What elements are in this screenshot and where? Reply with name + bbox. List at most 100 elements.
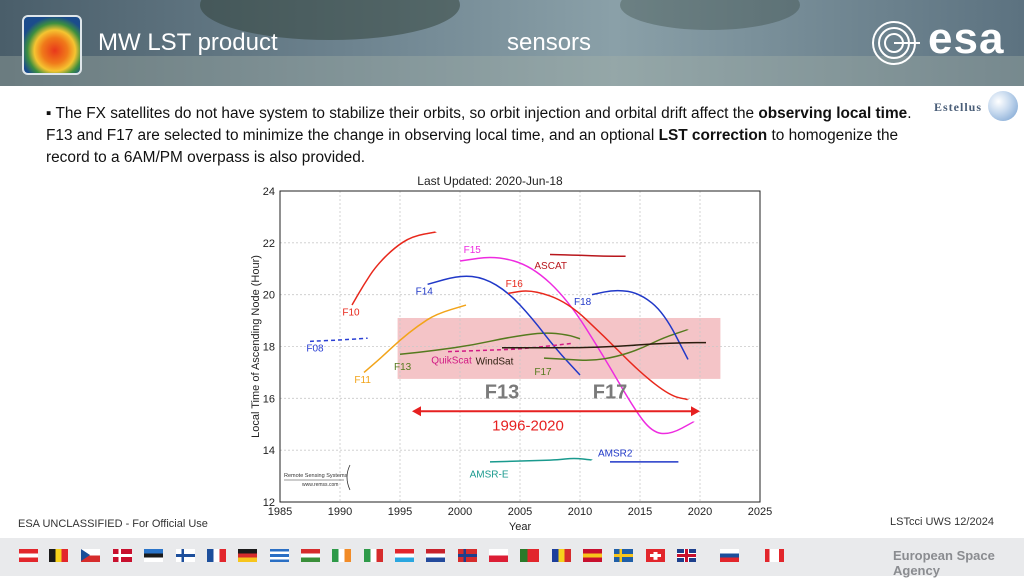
flag-germany-icon bbox=[238, 549, 257, 562]
y-tick-label: 24 bbox=[263, 186, 275, 198]
series-label-f10: F10 bbox=[342, 307, 360, 318]
flag-switzerland-icon bbox=[646, 549, 665, 562]
x-tick-label: 2025 bbox=[748, 506, 772, 518]
flag-finland-icon bbox=[176, 549, 195, 562]
series-line-quikscat bbox=[447, 342, 572, 353]
x-tick-label: 2020 bbox=[688, 506, 712, 518]
paragraph-text-1: The FX satellites do not have system to … bbox=[55, 105, 759, 122]
series-label-f14: F14 bbox=[416, 287, 434, 298]
slide-subtitle: sensors bbox=[507, 29, 592, 56]
flag-luxembourg-icon bbox=[395, 549, 414, 562]
series-line-f10 bbox=[351, 231, 437, 306]
estellus-globe-icon bbox=[988, 91, 1018, 121]
y-tick-label: 14 bbox=[263, 445, 275, 457]
flag-denmark-icon bbox=[113, 549, 132, 562]
flag-greece-icon bbox=[270, 549, 289, 562]
background-ground bbox=[0, 56, 1024, 86]
flag-united-kingdom-icon bbox=[677, 549, 696, 562]
lst-map-thumbnail bbox=[22, 15, 82, 75]
flag-czechia-icon bbox=[81, 549, 100, 562]
esa-logo bbox=[872, 21, 920, 65]
event-label: LSTcci UWS 12/2024 bbox=[890, 516, 994, 528]
series-label-quikscat: QuikScat bbox=[431, 355, 472, 366]
series-label-f13: F13 bbox=[394, 362, 412, 373]
big-label-f13: F13 bbox=[485, 381, 519, 403]
flag-ireland-icon bbox=[332, 549, 351, 562]
x-tick-label: 1990 bbox=[328, 506, 352, 518]
background-shrub bbox=[620, 0, 800, 30]
series-line-f17 bbox=[543, 328, 689, 362]
period-arrow-right-head bbox=[691, 406, 700, 417]
member-flags-bar bbox=[0, 538, 1024, 576]
flag-italy-icon bbox=[364, 549, 383, 562]
period-arrow-label: 1996-2020 bbox=[492, 417, 564, 434]
y-tick-label: 20 bbox=[263, 290, 275, 302]
flag-poland-icon bbox=[489, 549, 508, 562]
series-line-f18 bbox=[591, 289, 689, 360]
series-line-f13 bbox=[399, 332, 581, 356]
series-line-windsat bbox=[502, 341, 706, 349]
series-label-f08: F08 bbox=[306, 344, 324, 355]
x-tick-label: 2000 bbox=[448, 506, 472, 518]
paragraph-text-2: . F13 and F17 are selected to minimize t… bbox=[46, 105, 912, 144]
series-line-f16 bbox=[507, 290, 689, 401]
series-label-f18: F18 bbox=[574, 297, 592, 308]
series-label-windsat: WindSat bbox=[476, 357, 514, 368]
paragraph-text-3: to homogenize the record to a 6AM/PM ove… bbox=[46, 127, 899, 166]
flag-belgium-icon bbox=[49, 549, 68, 562]
x-axis-label: Year bbox=[509, 521, 532, 533]
chart-title: Last Updated: 2020-Jun-18 bbox=[417, 174, 563, 188]
bullet-marker: ▪ bbox=[46, 105, 52, 122]
bullet-paragraph: ▪ The FX satellites do not have system t… bbox=[46, 103, 926, 169]
flag-france-icon bbox=[207, 549, 226, 562]
plot-frame bbox=[279, 190, 761, 503]
flag-slovenia-icon bbox=[720, 549, 739, 562]
flag-netherlands-icon bbox=[426, 549, 445, 562]
series-label-ascat: ASCAT bbox=[534, 261, 567, 272]
series-line-ascat bbox=[549, 253, 626, 258]
flag-norway-icon bbox=[458, 549, 477, 562]
y-tick-label: 16 bbox=[263, 393, 275, 405]
series-label-f17: F17 bbox=[534, 367, 552, 378]
y-tick-label: 18 bbox=[263, 342, 275, 354]
flag-sweden-icon bbox=[614, 549, 633, 562]
series-label-amsr2: AMSR2 bbox=[598, 449, 633, 460]
series-label-f11: F11 bbox=[354, 375, 371, 386]
y-tick-label: 12 bbox=[263, 497, 275, 509]
slide-title: MW LST product bbox=[98, 29, 278, 56]
flag-canada-icon bbox=[765, 549, 784, 562]
period-arrow-left-head bbox=[412, 406, 421, 417]
x-tick-label: 2005 bbox=[508, 506, 532, 518]
header-banner bbox=[0, 0, 1024, 86]
series-label-f15: F15 bbox=[464, 245, 482, 256]
flag-portugal-icon bbox=[520, 549, 539, 562]
series-label-amsr-e: AMSR-E bbox=[470, 469, 509, 480]
series-label-f16: F16 bbox=[506, 279, 524, 290]
paragraph-bold-observing: observing local time bbox=[758, 105, 908, 122]
ascending-node-chart: 1985 1990 1995 2000 2005 2010 2015 2020 2025 12 14… bbox=[244, 170, 780, 536]
paragraph-bold-lst-correction: LST correction bbox=[658, 127, 768, 144]
series-line-amsr-e bbox=[489, 457, 593, 463]
x-tick-label: 1995 bbox=[388, 506, 412, 518]
big-label-f17: F17 bbox=[593, 381, 627, 403]
credit-line-1: Remote Sensing Systems bbox=[284, 473, 348, 479]
flag-triangle bbox=[81, 549, 90, 561]
esa-wordmark: esa bbox=[928, 14, 1005, 63]
estellus-wordmark: Estellus bbox=[934, 100, 983, 114]
flag-austria-icon bbox=[19, 549, 38, 562]
y-axis-label: Local Time of Ascending Node (Hour) bbox=[250, 255, 262, 438]
x-tick-label: 2010 bbox=[568, 506, 592, 518]
series-line-f15 bbox=[459, 256, 695, 435]
y-tick-label: 22 bbox=[263, 238, 275, 250]
flag-hungary-icon bbox=[301, 549, 320, 562]
x-tick-label: 1985 bbox=[268, 506, 292, 518]
flag-spain-icon bbox=[583, 549, 602, 562]
series-line-f08 bbox=[309, 337, 368, 343]
series-line-f11 bbox=[363, 304, 467, 373]
flag-romania-icon bbox=[552, 549, 571, 562]
credit-emblem-icon bbox=[346, 464, 351, 491]
x-tick-label: 2015 bbox=[628, 506, 652, 518]
classification-label: ESA UNCLASSIFIED - For Official Use bbox=[18, 518, 208, 530]
credit-line-2: www.remss.com bbox=[302, 482, 338, 488]
esa-emblem-icon bbox=[872, 21, 920, 65]
